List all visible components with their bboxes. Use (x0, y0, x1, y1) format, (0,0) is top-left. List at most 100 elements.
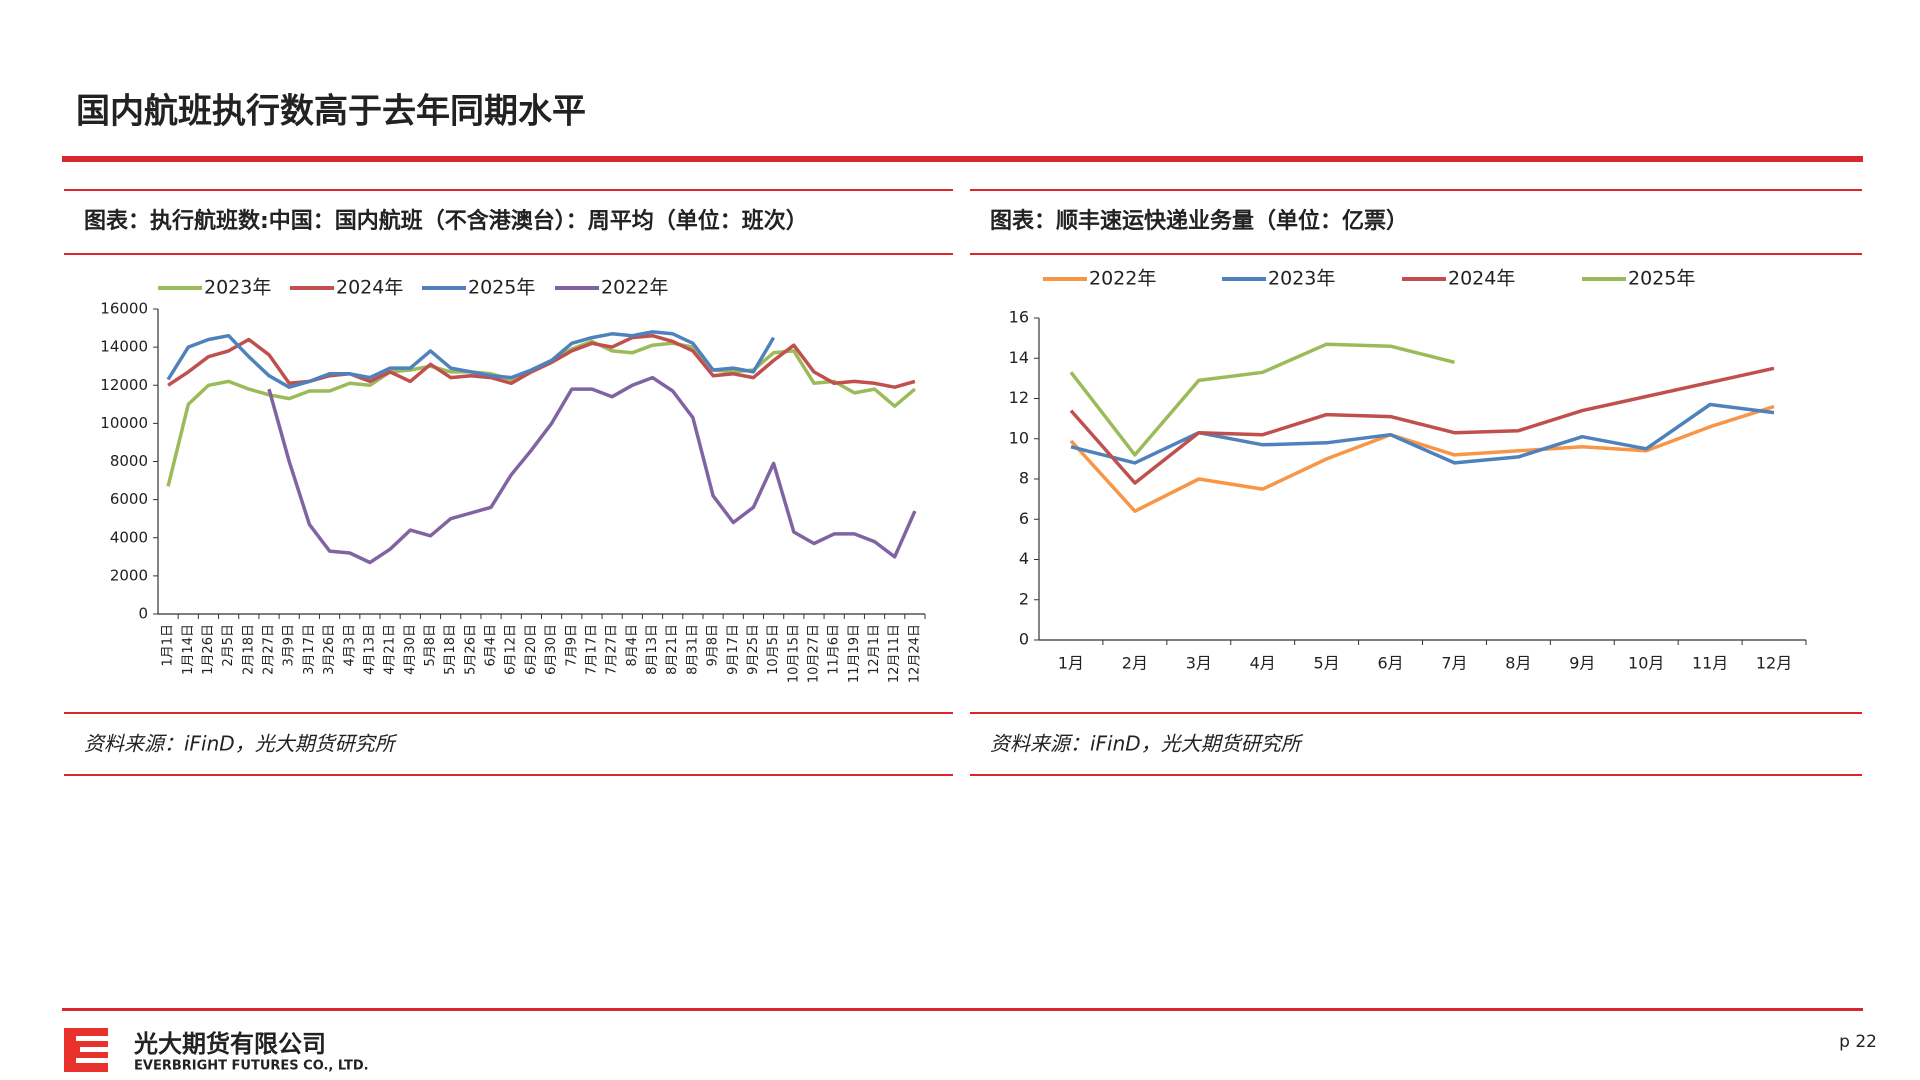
x-tick-label: 4月13日 (362, 624, 377, 675)
x-tick-label: 1月26日 (201, 624, 216, 675)
series-line (1070, 402, 1775, 465)
logo (64, 1028, 108, 1072)
series-line (1069, 366, 1775, 485)
x-tick-label: 10月 (1628, 654, 1664, 673)
title-rule (62, 156, 1863, 162)
legend-label: 2025年 (468, 277, 535, 299)
x-tick-label: 9月25日 (746, 624, 761, 675)
x-tick-label: 9月17日 (726, 624, 741, 675)
chart-caption: 图表：顺丰速运快递业务量（单位：亿票） (990, 208, 1408, 234)
y-tick-label: 6000 (110, 490, 148, 508)
x-tick-label: 8月21日 (665, 624, 680, 675)
panel-rule (64, 774, 953, 776)
y-tick-label: 6 (1019, 509, 1029, 528)
y-tick-label: 16 (1009, 308, 1029, 327)
legend-label: 2025年 (1628, 268, 1695, 290)
x-tick-label: 8月 (1505, 654, 1531, 673)
panel-rule (970, 774, 1862, 776)
series-line (1069, 342, 1455, 457)
legend-label: 2024年 (336, 277, 403, 299)
series-line (167, 333, 916, 389)
x-tick-label: 6月4日 (484, 624, 499, 667)
y-tick-label: 10000 (100, 414, 148, 432)
y-tick-label: 2 (1019, 589, 1029, 608)
x-tick-label: 7月27日 (605, 624, 620, 675)
x-tick-label: 6月 (1377, 654, 1403, 673)
x-tick-label: 12月11日 (887, 624, 902, 683)
x-tick-label: 3月17日 (302, 624, 317, 675)
series-line (267, 375, 917, 565)
x-tick-label: 7月9日 (564, 624, 579, 667)
x-tick-label: 10月5日 (766, 624, 781, 675)
y-tick-label: 14000 (100, 338, 148, 356)
x-tick-label: 5月8日 (423, 624, 438, 667)
panel-rule (970, 253, 1862, 255)
footer-rule (62, 1008, 1863, 1011)
x-tick-label: 5月 (1314, 654, 1340, 673)
series-line (1069, 404, 1775, 513)
y-tick-label: 14 (1009, 348, 1029, 367)
x-tick-label: 12月24日 (907, 624, 922, 683)
y-tick-label: 0 (138, 605, 148, 623)
y-tick-label: 4000 (110, 528, 148, 546)
company-name: 光大期货有限公司 (133, 1030, 326, 1058)
x-tick-label: 4月30日 (403, 624, 418, 675)
y-tick-label: 2000 (110, 566, 148, 584)
x-tick-label: 11月 (1692, 654, 1728, 673)
panel-rule (970, 712, 1862, 714)
y-tick-label: 8 (1019, 469, 1029, 488)
y-tick-label: 0 (1019, 630, 1029, 649)
chart-source: 资料来源：iFinD，光大期货研究所 (84, 732, 398, 756)
x-tick-label: 8月4日 (625, 624, 640, 667)
series-line (166, 339, 917, 487)
y-tick-label: 16000 (100, 300, 148, 318)
x-tick-label: 2月18日 (241, 624, 256, 675)
x-tick-label: 9月8日 (706, 624, 721, 667)
x-tick-label: 2月 (1122, 654, 1148, 673)
page-title: 国内航班执行数高于去年同期水平 (76, 92, 586, 132)
x-tick-label: 6月20日 (524, 624, 539, 675)
y-tick-label: 12 (1009, 388, 1029, 407)
legend-label: 2024年 (1448, 268, 1515, 290)
x-tick-label: 5月26日 (463, 624, 478, 675)
x-tick-label: 4月21日 (383, 624, 398, 675)
y-tick-label: 8000 (110, 452, 148, 470)
x-tick-label: 10月27日 (806, 624, 821, 683)
x-tick-label: 12月 (1756, 654, 1792, 673)
panel-rule (970, 189, 1862, 191)
x-tick-label: 10月15日 (786, 624, 801, 683)
x-tick-label: 5月18日 (443, 624, 458, 675)
x-tick-label: 6月12日 (504, 624, 519, 675)
company-name-en: EVERBRIGHT FUTURES CO., LTD. (134, 1059, 369, 1074)
chart-source: 资料来源：iFinD，光大期货研究所 (990, 732, 1304, 756)
x-tick-label: 8月13日 (645, 624, 660, 675)
x-tick-label: 3月26日 (322, 624, 337, 675)
x-tick-label: 4月3日 (342, 624, 357, 667)
x-tick-label: 7月 (1441, 654, 1467, 673)
x-tick-label: 1月 (1058, 654, 1084, 673)
series-line (166, 330, 776, 389)
x-tick-label: 1月1日 (161, 624, 176, 667)
legend-label: 2022年 (601, 277, 668, 299)
y-tick-label: 10 (1009, 428, 1029, 447)
panel-rule (64, 712, 953, 714)
x-tick-label: 4月 (1250, 654, 1276, 673)
legend-label: 2022年 (1089, 268, 1156, 290)
x-tick-label: 11月19日 (847, 624, 862, 683)
x-tick-label: 8月31日 (685, 624, 700, 675)
legend-label: 2023年 (204, 277, 271, 299)
x-tick-label: 1月14日 (181, 624, 196, 675)
x-tick-label: 11月6日 (827, 624, 842, 675)
x-tick-label: 3月 (1186, 654, 1212, 673)
panel-rule (64, 253, 953, 255)
x-tick-label: 2月27日 (262, 624, 277, 675)
chart-caption: 图表：执行航班数:中国：国内航班（不含港澳台）：周平均（单位：班次） (84, 208, 808, 234)
x-tick-label: 9月 (1569, 654, 1595, 673)
panel-rule (64, 189, 953, 191)
legend-label: 2023年 (1268, 268, 1335, 290)
page-number: p 22 (1839, 1032, 1877, 1052)
x-tick-label: 12月1日 (867, 624, 882, 675)
y-tick-label: 4 (1019, 549, 1029, 568)
